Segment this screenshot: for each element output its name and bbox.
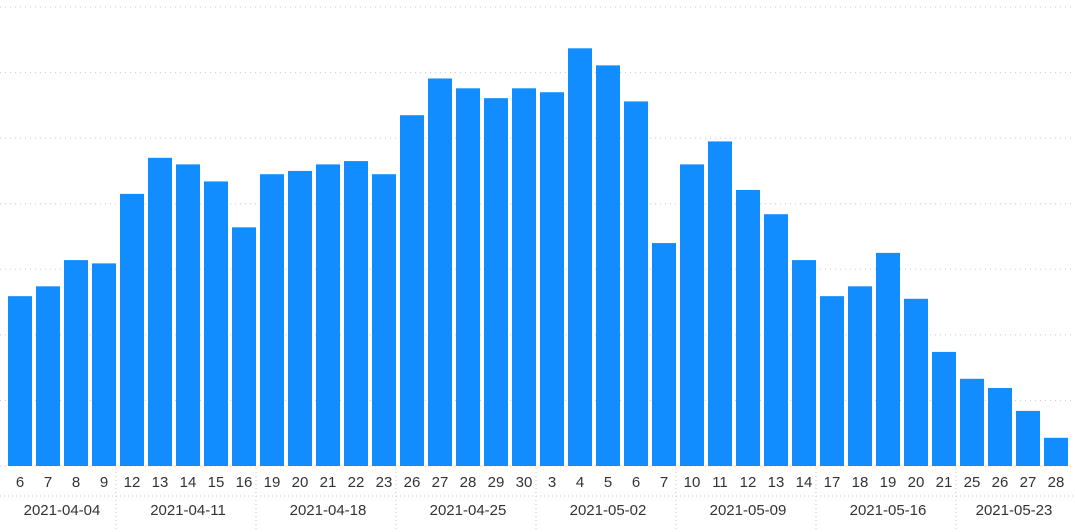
group-label: 2021-04-25 bbox=[430, 502, 507, 519]
x-tick-label: 14 bbox=[180, 474, 197, 491]
bar bbox=[64, 260, 88, 466]
bar bbox=[904, 298, 928, 466]
x-tick-label: 12 bbox=[740, 474, 757, 491]
bar bbox=[120, 193, 144, 466]
bar bbox=[764, 214, 788, 466]
group-label: 2021-04-18 bbox=[290, 502, 367, 519]
x-tick-label: 13 bbox=[768, 474, 785, 491]
x-tick-label: 27 bbox=[432, 474, 449, 491]
x-tick-label: 17 bbox=[824, 474, 841, 491]
x-tick-label: 7 bbox=[660, 474, 668, 491]
bar bbox=[540, 92, 564, 466]
group-label: 2021-05-16 bbox=[850, 502, 927, 519]
bar bbox=[820, 296, 844, 466]
bar bbox=[232, 227, 256, 466]
bar bbox=[848, 286, 872, 466]
x-tick-label: 26 bbox=[992, 474, 1009, 491]
x-tick-label: 20 bbox=[292, 474, 309, 491]
group-label: 2021-05-02 bbox=[570, 502, 647, 519]
bar bbox=[988, 387, 1012, 466]
x-tick-label: 3 bbox=[548, 474, 556, 491]
bar bbox=[456, 88, 480, 467]
x-tick-label: 4 bbox=[576, 474, 584, 491]
bar bbox=[176, 164, 200, 466]
bar bbox=[36, 286, 60, 466]
group-label: 2021-04-04 bbox=[24, 502, 101, 519]
bar bbox=[792, 260, 816, 466]
x-tick-label: 7 bbox=[44, 474, 52, 491]
bar bbox=[372, 174, 396, 466]
x-tick-label: 26 bbox=[404, 474, 421, 491]
x-tick-label: 8 bbox=[72, 474, 80, 491]
x-tick-label: 13 bbox=[152, 474, 169, 491]
bar bbox=[288, 170, 312, 466]
bar bbox=[148, 157, 172, 467]
x-tick-label: 9 bbox=[100, 474, 108, 491]
x-tick-label: 10 bbox=[684, 474, 701, 491]
x-tick-label: 28 bbox=[1048, 474, 1065, 491]
bar bbox=[92, 263, 116, 466]
x-tick-label: 12 bbox=[124, 474, 141, 491]
bar bbox=[932, 351, 956, 466]
bar bbox=[428, 78, 452, 467]
bar bbox=[652, 243, 676, 466]
x-tick-label: 21 bbox=[936, 474, 953, 491]
x-tick-label: 23 bbox=[376, 474, 393, 491]
x-tick-label: 21 bbox=[320, 474, 337, 491]
x-tick-label: 6 bbox=[632, 474, 640, 491]
group-label: 2021-05-09 bbox=[710, 502, 787, 519]
x-tick-label: 30 bbox=[516, 474, 533, 491]
bar bbox=[596, 65, 620, 466]
bar bbox=[736, 189, 760, 467]
bar bbox=[1016, 410, 1040, 466]
x-tick-label: 11 bbox=[712, 474, 728, 491]
x-tick-label: 16 bbox=[236, 474, 253, 491]
bar bbox=[8, 296, 32, 466]
bar bbox=[512, 88, 536, 467]
x-tick-label: 18 bbox=[852, 474, 869, 491]
bar bbox=[960, 378, 984, 466]
x-tick-label: 25 bbox=[964, 474, 981, 491]
bar bbox=[260, 174, 284, 466]
x-tick-label: 28 bbox=[460, 474, 477, 491]
bar bbox=[680, 164, 704, 466]
group-label: 2021-04-11 bbox=[150, 502, 226, 519]
bar bbox=[204, 181, 228, 467]
x-tick-label: 19 bbox=[880, 474, 897, 491]
x-tick-label: 5 bbox=[604, 474, 612, 491]
x-tick-label: 14 bbox=[796, 474, 813, 491]
bar bbox=[344, 161, 368, 467]
group-label: 2021-05-23 bbox=[976, 502, 1053, 519]
bar bbox=[568, 48, 592, 467]
x-tick-label: 20 bbox=[908, 474, 925, 491]
x-tick-label: 6 bbox=[16, 474, 24, 491]
x-tick-label: 15 bbox=[208, 474, 225, 491]
x-tick-label: 22 bbox=[348, 474, 365, 491]
x-tick-label: 19 bbox=[264, 474, 281, 491]
x-tick-label: 29 bbox=[488, 474, 505, 491]
bar bbox=[876, 252, 900, 466]
bar bbox=[316, 164, 340, 466]
x-tick-label: 27 bbox=[1020, 474, 1037, 491]
bar bbox=[624, 101, 648, 467]
bar bbox=[1044, 437, 1068, 466]
bar bbox=[484, 98, 508, 466]
bar bbox=[708, 141, 732, 466]
bar bbox=[400, 115, 424, 466]
